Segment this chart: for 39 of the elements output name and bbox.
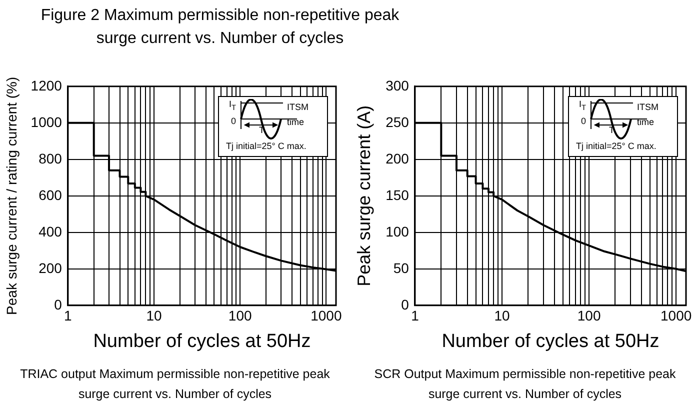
y-tick-label: 600 (38, 186, 62, 203)
annotation: 0 (231, 116, 236, 126)
y-tick-label: 300 (386, 77, 410, 94)
annotation: Tj initial=25° C max. (576, 141, 656, 152)
y-tick-label: 50 (393, 260, 410, 276)
y-tick-label: 1200 (30, 77, 62, 94)
x-tick-label: 1000 (660, 308, 692, 324)
y-tick-label: 150 (386, 186, 410, 203)
x-tick-label: 1 (64, 308, 72, 324)
annotation: Tj initial=25° C max. (226, 141, 306, 152)
y-tick-label: 0 (54, 296, 62, 312)
x-tick-label: 10 (494, 308, 510, 324)
y-tick-label: 0 (401, 296, 410, 312)
text: SCR Output Maximum permissible non-repetitive peak surge current vs. Number of cycles (373, 366, 677, 403)
annotation: ITSM (637, 102, 658, 112)
y-tick-label: 200 (38, 260, 62, 276)
chart-title: Figure 2 Maximum permissible non-repetitive peak surge current vs. Number of cycles (40, 6, 400, 49)
x-tick-label: 100 (228, 308, 252, 324)
y-tick-label: 100 (386, 223, 410, 240)
x-tick-label: 100 (577, 308, 601, 324)
y-tick-label: 200 (386, 150, 410, 166)
annotation: time (287, 117, 304, 128)
x-tick-label: 1 (411, 308, 420, 324)
x-axis-title: Number of cycles at 50Hz (442, 330, 660, 352)
y-tick-label: 400 (38, 223, 62, 240)
annotation: ITSM (287, 102, 308, 112)
annotation: I$_{T}$ (579, 99, 586, 112)
y-axis-title: Peak surge current / rating current (%) (3, 76, 20, 315)
annotation: I$_{T}$ (229, 99, 236, 112)
y-tick-label: 250 (386, 114, 410, 130)
annotation: time (637, 117, 654, 128)
x-axis-title: Number of cycles at 50Hz (93, 330, 311, 352)
x-tick-label: 1000 (310, 308, 342, 324)
text: TRIAC output Maximum permissible non-repetitive peak surge current vs. Number of cycles (19, 366, 331, 403)
x-tick-label: 10 (146, 308, 162, 324)
annotation: 0 (581, 116, 586, 126)
y-tick-label: 800 (38, 150, 62, 166)
y-tick-label: 1000 (30, 114, 62, 130)
y-axis-title: Peak surge current (A) (354, 105, 374, 286)
